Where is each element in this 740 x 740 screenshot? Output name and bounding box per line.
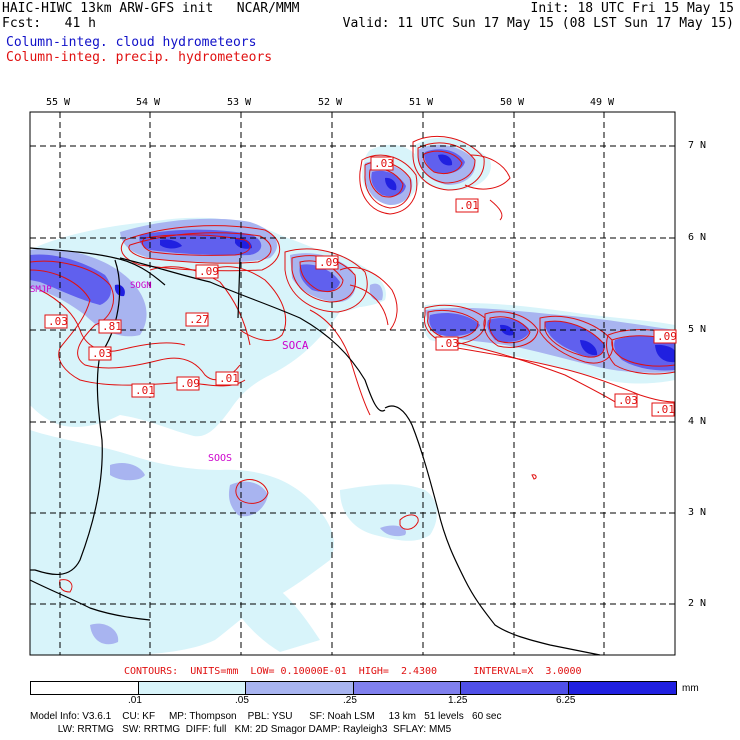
lat-label: 7 N <box>688 140 707 151</box>
colorbar-tick: 1.25 <box>448 695 468 706</box>
contour-label: .01 <box>135 384 155 397</box>
contour-info: CONTOURS: UNITS=mm LOW= 0.10000E-01 HIGH… <box>124 666 582 677</box>
legend-precip-hydrometeors: Column-integ. precip. hydrometeors <box>6 50 273 65</box>
model-info-line1: Model Info: V3.6.1 CU: KF MP: Thompson P… <box>30 711 502 722</box>
contour-label: .01 <box>219 372 239 385</box>
lon-label: 49 W <box>590 97 615 108</box>
legend-cloud-hydrometeors: Column-integ. cloud hydrometeors <box>6 35 257 50</box>
place-label-sogn: SOGN <box>130 281 152 291</box>
valid-time: Valid: 11 UTC Sun 17 May 15 (08 LST Sun … <box>342 16 734 31</box>
lat-label: 5 N <box>688 324 707 335</box>
header-title: HAIC-HIWC 13km ARW-GFS init NCAR/MMM <box>2 1 300 16</box>
map-frame <box>29 111 676 656</box>
contour-label: .03 <box>618 394 638 407</box>
place-label-smjp: SMJP <box>30 285 52 295</box>
cloud-fill-max <box>114 154 675 363</box>
contour-label: .01 <box>459 199 479 212</box>
lat-label: 6 N <box>688 232 707 243</box>
lat-label: 3 N <box>688 507 707 518</box>
lon-label: 55 W <box>46 97 71 108</box>
lon-label: 52 W <box>318 97 343 108</box>
colorbar-segment-4 <box>460 681 569 695</box>
colorbar-tick: .01 <box>128 695 142 706</box>
colorbar-unit: mm <box>682 683 699 694</box>
colorbar-segment-2 <box>245 681 354 695</box>
contour-label: .09 <box>199 265 219 278</box>
contour-label: .09 <box>180 377 200 390</box>
place-label-soos: SOOS <box>208 453 233 464</box>
lon-label: 51 W <box>409 97 434 108</box>
colorbar-segment-5 <box>568 681 677 695</box>
forecast-hour: Fcst: 41 h <box>2 16 96 31</box>
lon-label: 53 W <box>227 97 252 108</box>
contour-label: .09 <box>657 330 677 343</box>
model-info-line2: LW: RRTMG SW: RRTMG DIFF: full KM: 2D Sm… <box>30 724 452 735</box>
contour-label: .81 <box>102 320 122 333</box>
contour-label: .09 <box>319 256 339 269</box>
contour-label: .03 <box>439 337 459 350</box>
colorbar-segment-1 <box>138 681 246 695</box>
contour-label: .27 <box>189 313 209 326</box>
cloud-fill-light <box>30 137 675 655</box>
contour-label: .01 <box>655 403 675 416</box>
contour-label: .03 <box>374 157 394 170</box>
place-label-soca: SOCA <box>282 339 309 352</box>
lon-label: 54 W <box>136 97 161 108</box>
init-time: Init: 18 UTC Fri 15 May 15 <box>530 1 735 16</box>
lon-label: 50 W <box>500 97 525 108</box>
contour-label: .03 <box>48 315 68 328</box>
colorbar-segment-0 <box>30 681 139 695</box>
colorbar-segment-3 <box>353 681 461 695</box>
colorbar-tick: .25 <box>343 695 357 706</box>
colorbar-tick: 6.25 <box>556 695 576 706</box>
contour-label-boxes <box>44 156 677 417</box>
lat-label: 2 N <box>688 598 707 609</box>
contour-label: .03 <box>92 347 112 360</box>
lat-label: 4 N <box>688 416 707 427</box>
colorbar-tick: .05 <box>235 695 249 706</box>
